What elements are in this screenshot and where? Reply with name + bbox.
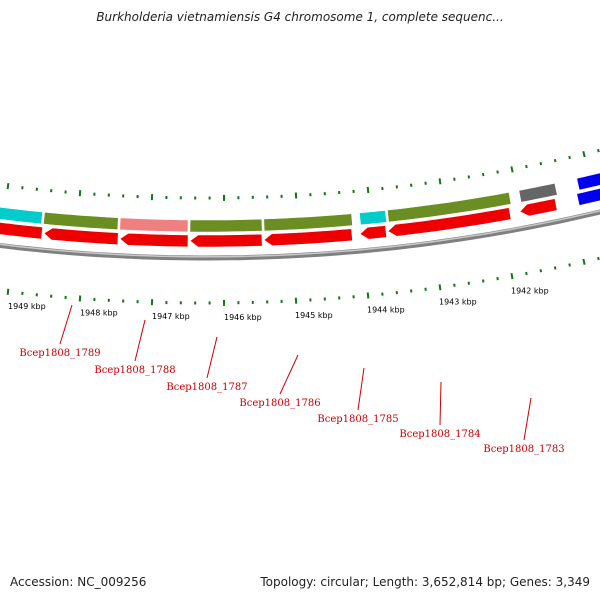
gene-label[interactable]: Bcep1808_1783 — [483, 444, 564, 455]
cog-segment[interactable] — [359, 210, 387, 226]
gene-arrow[interactable] — [119, 232, 189, 248]
gene-label-leader — [206, 336, 218, 379]
backbone — [0, 209, 600, 261]
scale-label: 1943 kbp — [439, 298, 477, 307]
scale-tick-inner — [568, 155, 571, 160]
cog-segment[interactable] — [386, 191, 512, 223]
cog-segment[interactable] — [189, 218, 263, 233]
accession-text: Accession: NC_009256 — [10, 575, 147, 589]
gene-label-leader — [523, 397, 532, 441]
scale-label: 1948 kbp — [80, 309, 118, 318]
gene-track — [0, 188, 600, 248]
scale-tick-outer — [568, 263, 571, 267]
scale-label: 1942 kbp — [511, 287, 549, 296]
gene-label-leader — [357, 367, 365, 411]
gene-label[interactable]: Bcep1808_1787 — [166, 382, 247, 393]
scale-label: 1945 kbp — [295, 311, 333, 320]
scale-label: 1947 kbp — [152, 312, 190, 321]
gene-arrow[interactable] — [519, 198, 558, 217]
cog-segment[interactable] — [576, 171, 600, 191]
gene-label-leader — [439, 381, 442, 426]
gene-label[interactable]: Bcep1808_1786 — [239, 398, 320, 409]
scale-tick-outer — [525, 271, 528, 276]
scale-tick-inner — [496, 170, 499, 174]
gene-arrow[interactable] — [387, 207, 512, 237]
scale-tick-inner — [438, 178, 442, 185]
gene-arrow[interactable] — [189, 233, 263, 248]
gene-label[interactable]: Bcep1808_1788 — [94, 365, 175, 376]
cog-segment[interactable] — [43, 211, 119, 231]
cog-segment[interactable] — [119, 217, 189, 233]
scale-tick-outer — [510, 273, 514, 280]
cog-track — [0, 171, 600, 233]
gene-arrow[interactable] — [576, 188, 600, 206]
scale-ticks-inner — [6, 148, 600, 201]
genome-stats-text: Topology: circular; Length: 3,652,814 bp… — [260, 575, 590, 589]
gene-arrow[interactable] — [0, 222, 43, 240]
scale-tick-outer — [438, 284, 442, 291]
scale-label: 1946 kbp — [224, 313, 262, 322]
scale-tick-inner — [582, 150, 586, 158]
scale-label: 1944 kbp — [367, 306, 405, 315]
scale-tick-inner — [539, 161, 543, 166]
scale-tick-outer — [553, 266, 557, 270]
scale-tick-outer — [597, 256, 600, 261]
gene-label[interactable]: Bcep1808_1784 — [399, 429, 480, 440]
scale-tick-inner — [525, 164, 528, 169]
scale-tick-outer — [6, 288, 10, 295]
gene-arrow[interactable] — [359, 225, 387, 240]
cog-segment[interactable] — [263, 213, 353, 232]
gene-arrow[interactable] — [263, 228, 353, 247]
scale-tick-outer — [539, 269, 543, 273]
cog-segment[interactable] — [518, 182, 558, 203]
gene-label[interactable]: Bcep1808_1785 — [317, 414, 398, 425]
gene-label[interactable]: Bcep1808_1789 — [19, 348, 100, 359]
scale-ticks-outer — [6, 256, 600, 306]
gene-label-leader — [279, 354, 299, 395]
scale-tick-inner — [597, 148, 600, 153]
scale-tick-inner — [510, 166, 514, 173]
scale-tick-inner — [481, 172, 485, 177]
scale-tick-inner — [366, 186, 370, 194]
cog-segment[interactable] — [0, 206, 43, 225]
scale-tick-outer — [366, 292, 370, 299]
scale-label: 1949 kbp — [8, 302, 46, 311]
scale-tick-inner — [553, 158, 557, 163]
backbone-line — [0, 209, 600, 261]
gene-label-leader — [134, 319, 146, 362]
scale-labels: 1949 kbp 1948 kbp 1947 kbp 1946 kbp 1945 kbp… — [8, 287, 549, 322]
gene-arrow[interactable] — [43, 227, 119, 246]
gene-label-leader — [59, 304, 73, 345]
scale-tick-outer — [582, 258, 586, 265]
scale-tick-inner — [6, 182, 10, 190]
backbone-highlight — [0, 210, 600, 258]
map-title: Burkholderia vietnamiensis G4 chromosome… — [96, 10, 504, 24]
gene-labels: Bcep1808_1789 Bcep1808_1788 Bcep1808_1787 B… — [19, 304, 565, 455]
